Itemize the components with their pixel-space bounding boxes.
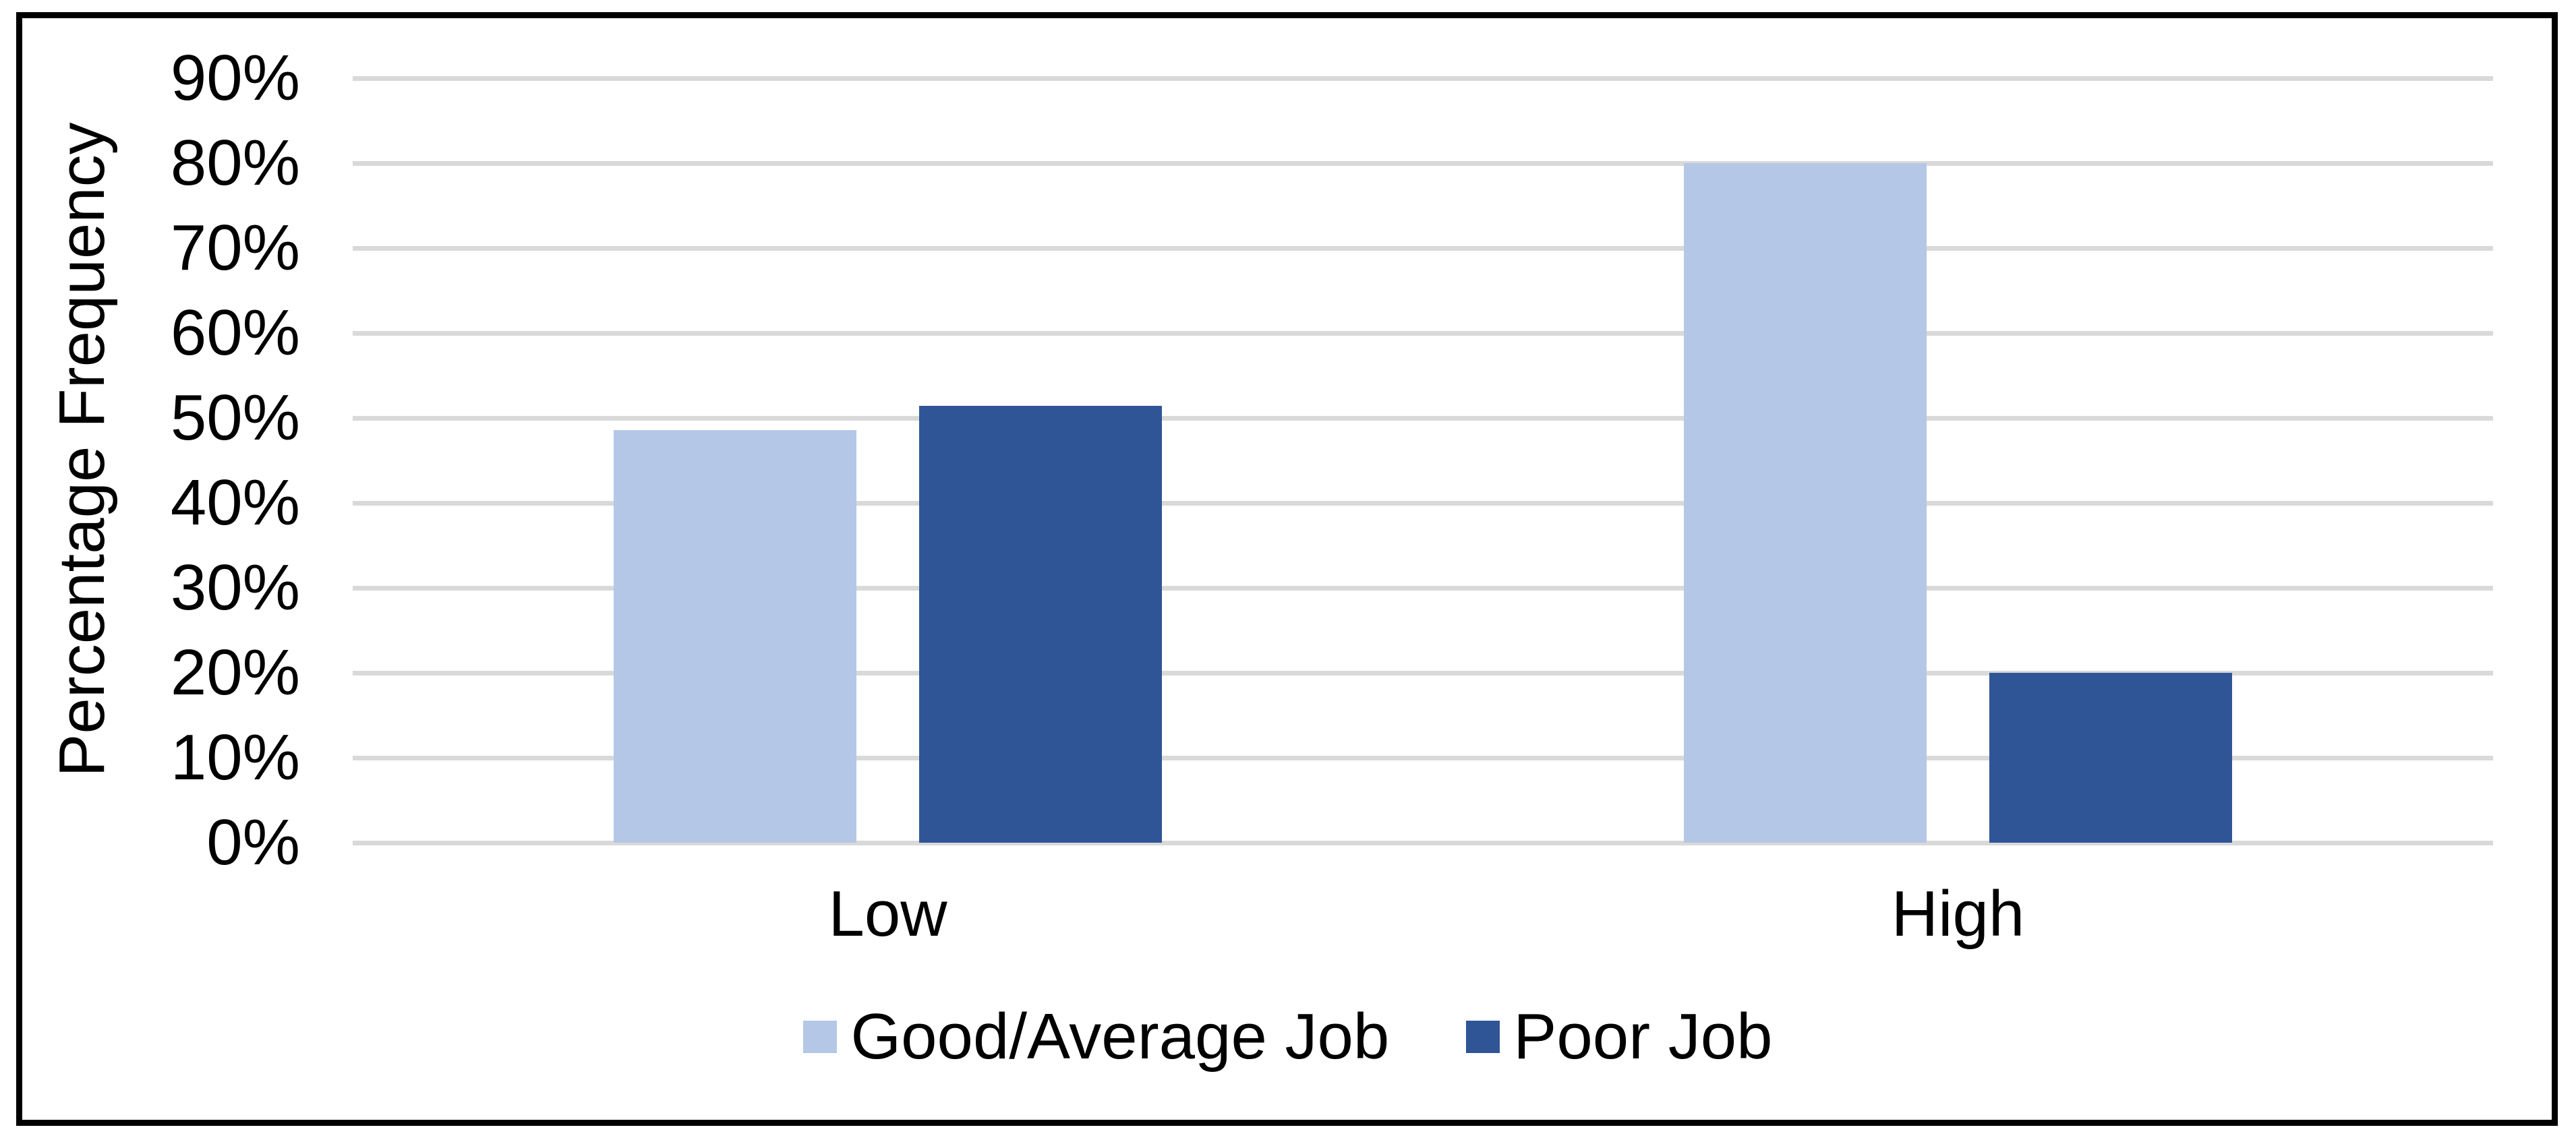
legend-swatch-icon	[1466, 1021, 1500, 1053]
y-tick-label-40: 40%	[170, 467, 300, 539]
gridline-80	[353, 161, 2493, 166]
y-tick-label-50: 50%	[170, 382, 300, 454]
y-tick-label-60: 60%	[170, 297, 300, 369]
legend-swatch-icon	[803, 1021, 838, 1053]
y-tick-label-20: 20%	[170, 636, 300, 709]
y-tick-label-0: 0%	[206, 806, 300, 878]
x-category-label-low: Low	[828, 878, 947, 950]
gridline-0	[353, 841, 2493, 845]
gridline-40	[353, 501, 2493, 506]
y-tick-label-90: 90%	[170, 42, 300, 114]
legend-entry-good-average-job: Good/Average Job	[803, 1004, 1389, 1069]
plot-area	[353, 76, 2493, 845]
bar-good-average-job-high	[1684, 163, 1927, 843]
gridline-20	[353, 671, 2493, 676]
y-tick-label-30: 30%	[170, 551, 300, 624]
legend: Good/Average Job Poor Job	[0, 1003, 2576, 1071]
bar-good-average-job-low	[614, 429, 856, 843]
y-tick-label-10: 10%	[170, 721, 300, 793]
gridline-70	[353, 246, 2493, 251]
bar-poor-job-high	[1989, 673, 2232, 843]
legend-label: Poor Job	[1513, 1000, 1773, 1073]
gridline-50	[353, 416, 2493, 421]
gridline-60	[353, 331, 2493, 336]
y-tick-label-80: 80%	[170, 127, 300, 199]
legend-entry-poor-job: Poor Job	[1466, 1000, 1773, 1073]
gridline-90	[353, 76, 2493, 81]
y-tick-label-70: 70%	[170, 212, 300, 284]
legend-label: Good/Average Job	[850, 1000, 1390, 1073]
figure-border	[16, 12, 2558, 1126]
bar-poor-job-low	[919, 406, 1162, 843]
gridline-10	[353, 756, 2493, 760]
x-category-label-high: High	[1891, 878, 2025, 950]
gridline-30	[353, 586, 2493, 591]
